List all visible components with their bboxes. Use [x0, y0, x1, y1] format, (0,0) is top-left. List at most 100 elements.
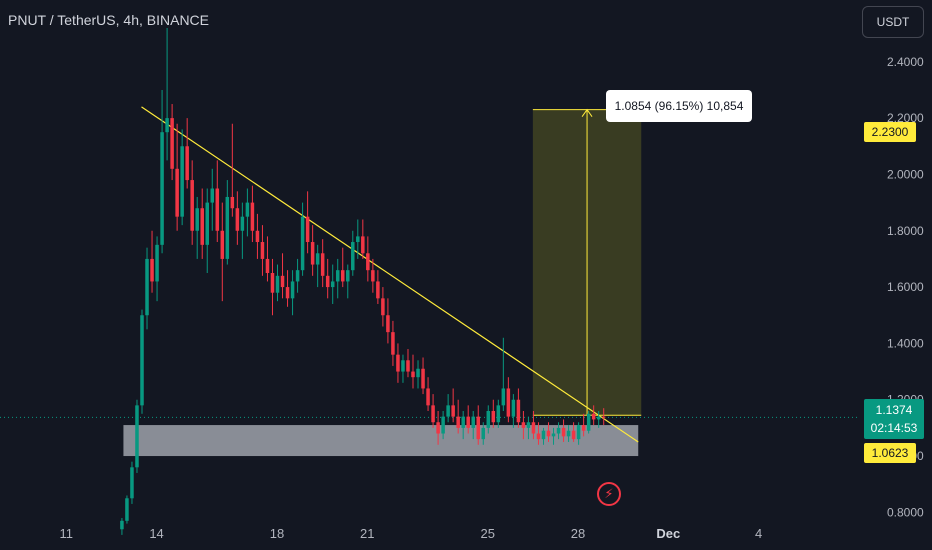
candle-body — [245, 202, 250, 217]
y-tick-label: 0.8000 — [887, 505, 924, 519]
candle-body — [130, 467, 134, 499]
candle-body — [486, 410, 491, 428]
candle-body — [536, 433, 541, 440]
candle-body — [396, 354, 400, 372]
candle-body — [356, 236, 360, 243]
candle-body — [411, 371, 415, 378]
y-tick-label: 2.4000 — [887, 55, 924, 69]
candle-body — [280, 275, 285, 288]
x-tick-label: 4 — [755, 526, 762, 541]
candle-body — [481, 427, 486, 440]
candle-body — [381, 298, 385, 316]
candle-body — [260, 242, 265, 259]
candle-body — [275, 275, 280, 293]
candle-body — [591, 413, 596, 420]
y-tick-label: 1.8000 — [887, 224, 924, 238]
candle-body — [295, 270, 300, 282]
y-tick-label: 2.0000 — [887, 167, 924, 181]
candle-body — [285, 287, 290, 299]
candle-body — [270, 273, 275, 293]
candle-body — [120, 520, 124, 530]
chart-title: PNUT / TetherUS, 4h, BINANCE — [8, 12, 209, 28]
target-price-tag: 2.2300 — [864, 122, 916, 142]
y-tick-label: 2.2000 — [887, 111, 924, 125]
candle-body — [145, 258, 149, 316]
support-price-tag: 1.0623 — [864, 443, 916, 463]
candle-body — [561, 427, 566, 437]
candle-body — [235, 208, 240, 231]
candle-body — [310, 242, 315, 265]
candle-body — [521, 422, 526, 428]
candle-body — [160, 132, 164, 245]
currency-button[interactable]: USDT — [862, 6, 924, 38]
candle-body — [556, 427, 561, 434]
candle-body — [431, 405, 435, 423]
candle-body — [476, 416, 480, 440]
flash-icon[interactable]: ⚡ — [597, 482, 621, 506]
candle-body — [200, 208, 204, 245]
candle-body — [351, 242, 355, 271]
candle-body — [225, 196, 230, 259]
candle-body — [335, 270, 340, 282]
candle-body — [401, 360, 405, 372]
y-tick-label: 1.6000 — [887, 280, 924, 294]
candle-body — [320, 253, 325, 276]
descending-trendline — [141, 106, 639, 443]
candle-body — [421, 368, 425, 389]
candle-body — [596, 416, 601, 420]
measure-arrow-head — [581, 108, 593, 117]
candle-body — [210, 188, 215, 203]
candle-body — [371, 270, 375, 282]
candle-body — [516, 399, 521, 423]
x-tick-label: 11 — [59, 526, 73, 541]
candle-body — [586, 413, 591, 431]
candle-body — [436, 422, 440, 434]
candle-body — [491, 410, 496, 423]
candle-body — [581, 425, 586, 431]
candle-body — [391, 332, 395, 355]
candle-body — [576, 425, 581, 440]
candle-body — [551, 433, 556, 437]
candle-body — [471, 416, 475, 428]
candle-body — [541, 430, 546, 440]
y-tick-label: 1.4000 — [887, 336, 924, 350]
candle-body — [416, 368, 420, 378]
candle-body — [185, 146, 189, 181]
candle-body — [165, 118, 169, 133]
candle-body — [195, 208, 199, 231]
x-tick-label: 14 — [149, 526, 163, 541]
candle-body — [140, 315, 144, 406]
candle-body — [305, 216, 310, 243]
candle-body — [426, 388, 430, 406]
candle-body — [496, 405, 501, 423]
candle-body — [175, 168, 179, 217]
candle-body — [386, 315, 390, 333]
candle-body — [220, 230, 225, 259]
candle-body — [325, 275, 330, 288]
candle-body — [315, 253, 320, 265]
x-tick-label: 18 — [270, 526, 284, 541]
bar-countdown: 02:14:53 — [870, 421, 918, 435]
x-tick-label: 25 — [480, 526, 494, 541]
x-tick-label: 21 — [360, 526, 374, 541]
candle-body — [205, 202, 209, 245]
candle-body — [265, 258, 270, 273]
candle-body — [125, 498, 129, 521]
candle-body — [466, 416, 470, 428]
candle-body — [461, 416, 465, 428]
candle-body — [250, 202, 255, 231]
candle-body — [526, 422, 531, 428]
measure-label: 1.0854 (96.15%) 10,854 — [606, 90, 752, 122]
candle-body — [215, 188, 220, 231]
last-price-value: 1.1374 — [875, 403, 913, 417]
x-tick-label: Dec — [656, 526, 680, 541]
candle-body — [361, 236, 365, 254]
candle-body — [180, 146, 184, 217]
candle-body — [451, 405, 455, 417]
candle-body — [240, 216, 245, 231]
candle-body — [255, 230, 260, 243]
candle-body — [571, 430, 576, 440]
candle-body — [150, 258, 154, 282]
candle-body — [506, 388, 511, 417]
